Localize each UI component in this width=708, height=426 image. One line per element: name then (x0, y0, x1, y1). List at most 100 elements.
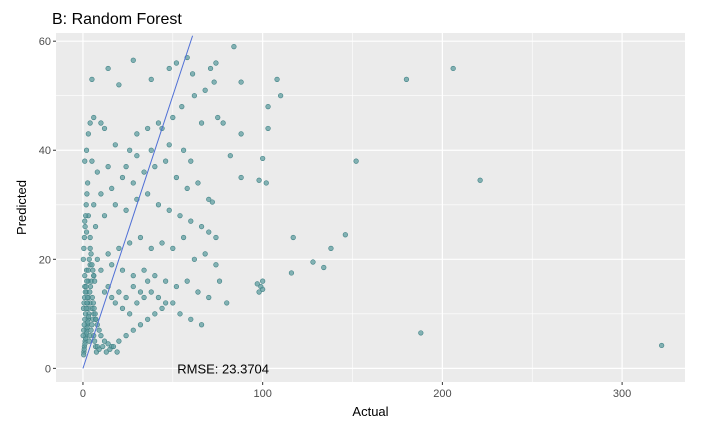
data-point (188, 158, 194, 164)
data-point (450, 65, 456, 72)
data-point (112, 202, 118, 208)
data-point (195, 289, 201, 295)
data-point (195, 180, 201, 186)
data-point (152, 164, 158, 170)
data-point (159, 240, 165, 246)
data-point (96, 346, 102, 352)
data-point (86, 256, 92, 262)
data-point (148, 147, 154, 153)
data-point (342, 232, 348, 238)
data-point (82, 289, 88, 295)
data-point (98, 120, 104, 126)
data-point (96, 327, 102, 333)
data-point (85, 131, 91, 137)
y-tick-label: 40 (39, 145, 51, 157)
data-point (82, 316, 88, 322)
x-tick-label: 100 (253, 388, 271, 400)
plot-panel (56, 33, 685, 382)
data-point (93, 316, 99, 322)
data-point (141, 294, 147, 301)
data-point (202, 87, 208, 93)
data-point (163, 158, 169, 164)
y-axis: 0 20 40 60 (39, 36, 56, 375)
reference-line (82, 35, 194, 369)
data-point (238, 79, 244, 85)
data-point (81, 327, 87, 333)
data-point (238, 131, 244, 137)
data-point (215, 114, 221, 121)
data-point (92, 223, 99, 230)
data-point (83, 305, 89, 311)
data-point (105, 251, 111, 257)
data-point (152, 273, 158, 279)
data-point (83, 213, 89, 219)
y-axis-title: Predicted (14, 180, 29, 235)
data-point (184, 278, 190, 284)
data-point (107, 346, 113, 352)
data-point (184, 185, 190, 192)
data-point (137, 234, 144, 241)
data-point (216, 278, 223, 284)
data-point (260, 286, 266, 292)
data-point (202, 251, 208, 257)
grid-lines (56, 33, 685, 382)
x-tick-label: 0 (80, 388, 86, 400)
data-point (101, 213, 108, 219)
data-point (98, 191, 104, 197)
data-point (119, 305, 126, 311)
data-point (112, 300, 118, 306)
data-point (130, 273, 136, 279)
data-point (170, 300, 176, 306)
data-point (127, 240, 133, 246)
data-point (256, 177, 262, 183)
data-point (94, 256, 100, 262)
data-point (278, 93, 284, 99)
data-point (94, 169, 100, 175)
data-point (145, 125, 151, 132)
data-point (89, 322, 95, 328)
data-point (91, 202, 97, 208)
data-point (659, 342, 665, 349)
data-point (84, 278, 90, 284)
data-point (155, 120, 162, 126)
data-point (89, 158, 95, 164)
data-point (163, 300, 169, 306)
data-point (145, 278, 151, 284)
data-point (227, 153, 233, 159)
data-point (116, 338, 122, 344)
data-point (141, 267, 147, 273)
data-point (477, 177, 483, 183)
data-point (110, 343, 117, 350)
data-point (91, 273, 97, 279)
data-point (209, 199, 215, 205)
data-point (90, 300, 96, 306)
data-point (328, 245, 334, 251)
data-point (100, 343, 106, 350)
data-point (123, 333, 129, 339)
data-point (89, 262, 95, 268)
data-point (148, 76, 154, 82)
data-point (263, 180, 269, 186)
data-point (81, 346, 87, 352)
data-point (231, 44, 237, 50)
data-point (83, 283, 89, 290)
data-point (265, 104, 271, 110)
data-point (166, 207, 172, 213)
data-point (123, 164, 129, 170)
data-point (224, 300, 230, 306)
data-point (101, 338, 108, 344)
data-point (173, 283, 180, 290)
data-point (91, 305, 97, 311)
data-point (89, 294, 95, 301)
data-point (130, 283, 136, 290)
data-point (152, 311, 158, 317)
data-points (80, 44, 665, 358)
data-point (179, 104, 185, 110)
data-point (89, 76, 95, 82)
data-point (213, 262, 219, 268)
data-point (134, 153, 140, 159)
data-point (98, 333, 104, 339)
data-point (112, 142, 118, 148)
data-point (109, 294, 115, 301)
data-point (145, 191, 151, 197)
